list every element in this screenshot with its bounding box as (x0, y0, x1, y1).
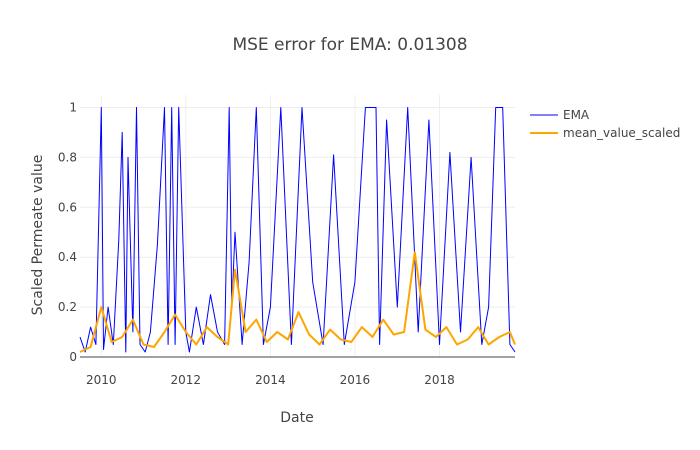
y-tick-label: 0.8 (58, 150, 77, 164)
x-axis-title: Date (280, 410, 313, 426)
y-tick-label: 0.6 (58, 200, 77, 214)
y-tick-label: 1 (69, 100, 77, 114)
x-tick-label: 2016 (340, 373, 371, 387)
y-tick-label: 0.2 (58, 300, 77, 314)
x-tick-label: 2010 (86, 373, 117, 387)
x-tick-label: 2012 (171, 373, 202, 387)
series-line-EMA (79, 107, 516, 353)
series-line-mean-value-scaled (79, 251, 516, 353)
x-axis: 2010 2012 2014 2016 2018 (86, 373, 455, 387)
x-tick-label: 2018 (424, 373, 455, 387)
y-axis-title: Scaled Permeate value (30, 155, 46, 316)
y-tick-label: 0.4 (58, 250, 77, 264)
x-tick-label: 2014 (255, 373, 286, 387)
chart-title: MSE error for EMA: 0.01308 (232, 35, 467, 55)
y-tick-label: 0 (69, 350, 77, 364)
gridlines (80, 95, 515, 358)
legend[interactable]: EMA mean_value_scaled (530, 108, 680, 140)
series-layer (79, 107, 516, 353)
y-axis: 0 0.2 0.4 0.6 0.8 1 (58, 100, 77, 364)
legend-label: mean_value_scaled (563, 126, 680, 140)
legend-label: EMA (563, 108, 590, 122)
